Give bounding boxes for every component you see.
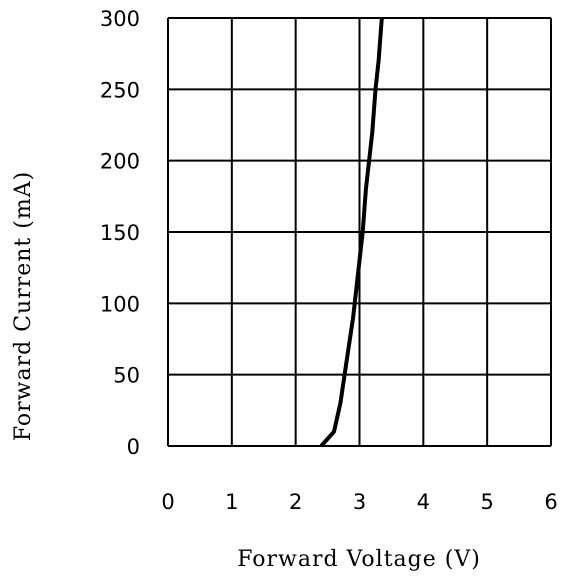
x-tick-label: 4 (417, 490, 430, 514)
series-layer (319, 17, 384, 448)
y-tick-label: 50 (113, 364, 140, 388)
grid (167, 17, 552, 447)
y-tick-labels: 0 50 100 150 200 250 300 (100, 7, 140, 459)
x-tick-label: 0 (161, 490, 174, 514)
y-tick-label: 150 (100, 221, 140, 245)
x-tick-label: 1 (225, 490, 238, 514)
y-tick-label: 200 (100, 150, 140, 174)
y-tick-label: 100 (100, 292, 140, 316)
y-tick-label: 300 (100, 7, 140, 31)
x-tick-label: 6 (544, 490, 557, 514)
x-axis-title: Forward Voltage (V) (237, 547, 481, 572)
x-tick-label: 3 (353, 490, 366, 514)
x-tick-label: 2 (289, 490, 302, 514)
x-tick-labels: 0 1 2 3 4 5 6 (161, 490, 557, 514)
series-line (319, 17, 384, 448)
y-axis-title: Forward Current (mA) (11, 171, 36, 441)
y-tick-label: 0 (127, 435, 140, 459)
x-tick-label: 5 (480, 490, 493, 514)
y-tick-label: 250 (100, 78, 140, 102)
